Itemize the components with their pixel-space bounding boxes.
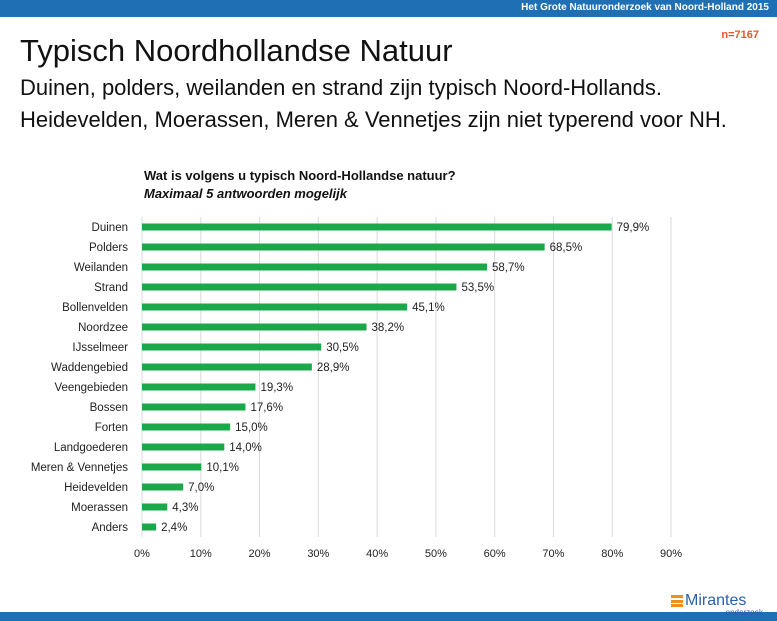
- bar: [142, 283, 457, 291]
- subtitle: Duinen, polders, weilanden en strand zij…: [20, 72, 727, 136]
- category-label: Bollenvelden: [62, 302, 128, 314]
- bottom-banner: [0, 612, 777, 621]
- bar: [142, 423, 231, 431]
- x-tick-label: 80%: [601, 548, 623, 560]
- bar: [142, 503, 168, 511]
- bar: [142, 343, 322, 351]
- category-label: Forten: [95, 422, 128, 434]
- mirantes-logo: Mirantes onderzoek: [671, 592, 763, 617]
- x-tick-label: 90%: [660, 548, 682, 560]
- x-tick-label: 70%: [542, 548, 564, 560]
- bar: [142, 223, 612, 231]
- data-label: 4,3%: [172, 502, 198, 514]
- top-banner: Het Grote Natuuronderzoek van Noord-Holl…: [0, 0, 777, 17]
- x-tick-label: 0%: [134, 548, 150, 560]
- data-label: 19,3%: [260, 382, 293, 394]
- category-label: Anders: [92, 522, 129, 534]
- category-label: Heidevelden: [64, 482, 128, 494]
- x-tick-label: 30%: [307, 548, 329, 560]
- data-label: 10,1%: [206, 462, 239, 474]
- logo-name: Mirantes: [685, 592, 747, 609]
- category-label: Landgoederen: [54, 442, 128, 454]
- category-label: Veengebieden: [54, 382, 128, 394]
- category-label: Bossen: [90, 402, 128, 414]
- x-tick-label: 40%: [366, 548, 388, 560]
- x-tick-label: 50%: [425, 548, 447, 560]
- data-label: 68,5%: [550, 242, 583, 254]
- bar: [142, 243, 545, 251]
- data-label: 38,2%: [372, 322, 405, 334]
- bar: [142, 443, 225, 451]
- category-label: Weilanden: [74, 262, 128, 274]
- sample-size-label: n=7167: [721, 29, 759, 41]
- bar: [142, 523, 157, 531]
- x-tick-label: 10%: [190, 548, 212, 560]
- bar: [142, 403, 246, 411]
- bar: [142, 263, 488, 271]
- category-label: Moerassen: [71, 502, 128, 514]
- category-label: Noordzee: [78, 322, 128, 334]
- data-label: 45,1%: [412, 302, 445, 314]
- x-tick-label: 60%: [484, 548, 506, 560]
- bar: [142, 323, 367, 331]
- bar: [142, 483, 184, 491]
- data-label: 17,6%: [250, 402, 283, 414]
- subtitle-line-2: Heidevelden, Moerassen, Meren & Vennetje…: [20, 107, 727, 132]
- data-label: 7,0%: [188, 482, 214, 494]
- bar: [142, 363, 312, 371]
- category-label: Meren & Vennetjes: [31, 462, 128, 474]
- category-label: Duinen: [92, 222, 128, 234]
- category-label: IJsselmeer: [72, 342, 128, 354]
- chart-note: Maximaal 5 antwoorden mogelijk: [144, 186, 347, 201]
- chart-question: Wat is volgens u typisch Noord-Hollandse…: [144, 168, 456, 183]
- data-label: 28,9%: [317, 362, 350, 374]
- logo-subtitle: onderzoek: [725, 608, 763, 617]
- x-tick-label: 20%: [249, 548, 271, 560]
- data-label: 14,0%: [229, 442, 262, 454]
- category-label: Strand: [94, 282, 128, 294]
- bar: [142, 303, 408, 311]
- page-title: Typisch Noordhollandse Natuur: [20, 33, 453, 68]
- source-label: Het Grote Natuuronderzoek van Noord-Holl…: [521, 2, 769, 13]
- data-label: 30,5%: [326, 342, 359, 354]
- bar: [142, 463, 202, 471]
- data-label: 53,5%: [461, 282, 494, 294]
- data-label: 58,7%: [492, 262, 525, 274]
- data-label: 79,9%: [617, 222, 650, 234]
- data-label: 15,0%: [235, 422, 268, 434]
- category-label: Waddengebied: [51, 362, 128, 374]
- category-label: Polders: [89, 242, 128, 254]
- bar: [142, 383, 256, 391]
- data-label: 2,4%: [161, 522, 187, 534]
- subtitle-line-1: Duinen, polders, weilanden en strand zij…: [20, 75, 663, 100]
- logo-mark-icon: [671, 595, 683, 607]
